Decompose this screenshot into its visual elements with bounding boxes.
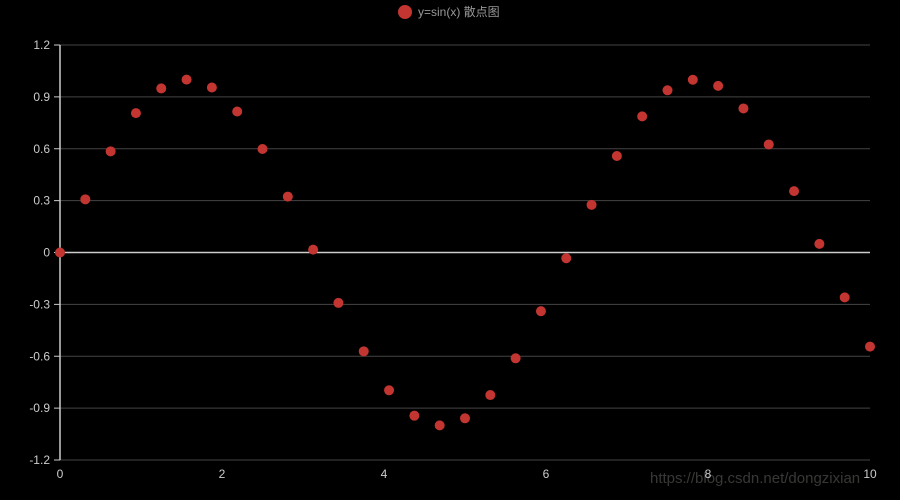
data-point[interactable] (637, 111, 647, 121)
data-point[interactable] (384, 385, 394, 395)
data-point[interactable] (55, 248, 65, 258)
data-point[interactable] (409, 411, 419, 421)
data-point[interactable] (333, 298, 343, 308)
y-tick-label: 1.2 (33, 38, 50, 52)
data-point[interactable] (840, 292, 850, 302)
x-tick-label: 10 (863, 467, 877, 481)
scatter-chart: -1.2 -0.9 -0.6 -0.3 0 0.3 0.6 0.9 1.2 0 2 4 6 8 10 y=si… (0, 0, 900, 500)
y-tick-label: -0.3 (29, 297, 50, 311)
data-point[interactable] (561, 253, 571, 263)
data-point[interactable] (738, 103, 748, 113)
x-tick-label: 0 (57, 467, 64, 481)
data-point[interactable] (764, 139, 774, 149)
data-point[interactable] (283, 192, 293, 202)
chart-svg: -1.2 -0.9 -0.6 -0.3 0 0.3 0.6 0.9 1.2 0 2 4 6 8 10 y=si… (0, 0, 900, 500)
y-tick-label: 0.6 (33, 142, 50, 156)
data-point[interactable] (612, 151, 622, 161)
y-tick-label: 0 (43, 246, 50, 260)
data-point[interactable] (80, 194, 90, 204)
data-point[interactable] (156, 83, 166, 93)
data-point[interactable] (359, 346, 369, 356)
y-tick-label: 0.9 (33, 90, 50, 104)
data-point[interactable] (713, 81, 723, 91)
data-point[interactable] (308, 245, 318, 255)
legend-marker[interactable] (398, 5, 412, 19)
y-tick-label: -0.6 (29, 349, 50, 363)
data-point[interactable] (789, 186, 799, 196)
x-tick-label: 6 (543, 467, 550, 481)
x-tick-label: 2 (219, 467, 226, 481)
data-point[interactable] (688, 75, 698, 85)
data-point[interactable] (232, 107, 242, 117)
data-point[interactable] (131, 108, 141, 118)
data-point[interactable] (511, 353, 521, 363)
data-point[interactable] (865, 342, 875, 352)
legend-label[interactable]: y=sin(x) 散点图 (418, 4, 500, 19)
data-point[interactable] (814, 239, 824, 249)
data-point[interactable] (207, 83, 217, 93)
x-tick-label: 4 (381, 467, 388, 481)
y-tick-label: 0.3 (33, 194, 50, 208)
data-point[interactable] (587, 200, 597, 210)
data-point[interactable] (536, 306, 546, 316)
y-tick-label: -1.2 (29, 453, 50, 467)
data-point[interactable] (485, 390, 495, 400)
data-point[interactable] (258, 144, 268, 154)
data-point[interactable] (663, 85, 673, 95)
data-point[interactable] (182, 75, 192, 85)
data-point[interactable] (106, 146, 116, 156)
x-tick-label: 8 (705, 467, 712, 481)
data-point[interactable] (435, 420, 445, 430)
data-point[interactable] (460, 413, 470, 423)
y-tick-label: -0.9 (29, 401, 50, 415)
chart-background (0, 0, 900, 500)
